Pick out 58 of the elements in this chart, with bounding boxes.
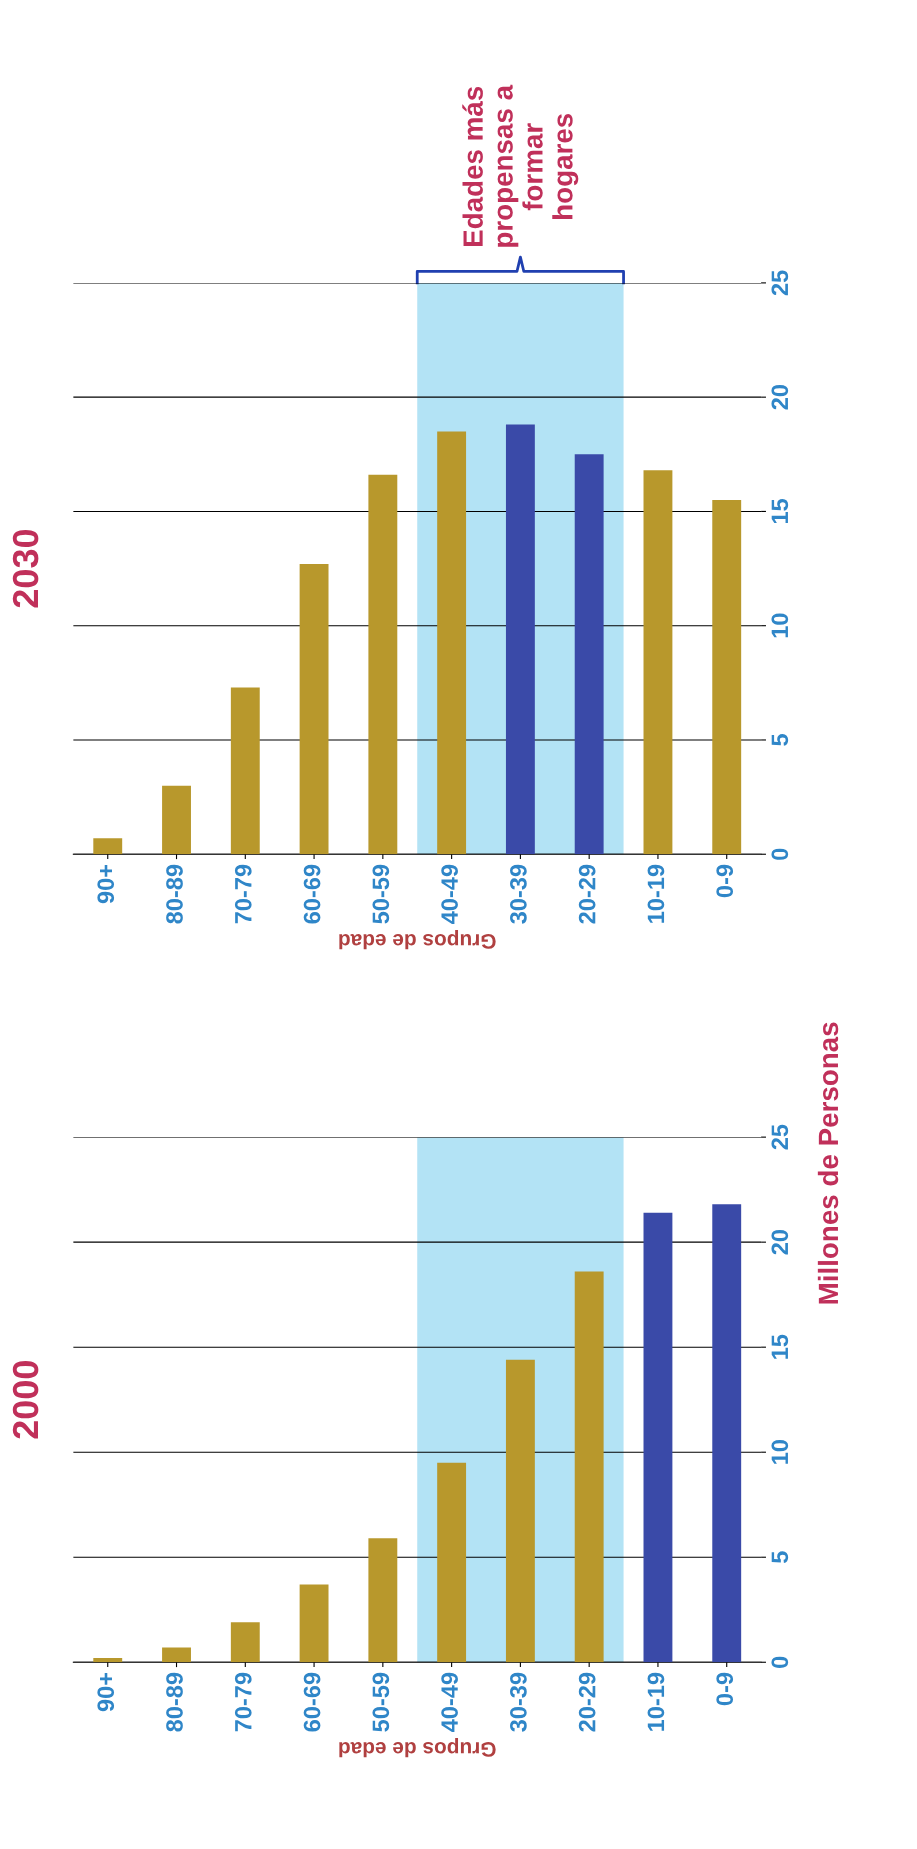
x-tick-label: 50-59 [372, 864, 390, 924]
y-tick-label: 0 [771, 848, 789, 860]
bar [574, 454, 604, 855]
y-axis-title: Millones de Personas [817, 1022, 839, 1304]
x-tick-label: 20-29 [578, 1672, 596, 1732]
x-tick-label: 90+ [97, 1672, 115, 1712]
bar [93, 838, 123, 855]
bar [712, 1204, 742, 1663]
bar [712, 500, 742, 855]
bar [437, 431, 467, 855]
y-tick-label: 5 [771, 734, 789, 746]
y-tick-label: 5 [771, 1551, 789, 1564]
x-tick-label: 70-79 [234, 1672, 252, 1732]
bar [368, 474, 398, 855]
x-tick-label: 20-29 [578, 864, 596, 924]
x-tick-label: 50-59 [372, 1672, 390, 1732]
x-tick-label: 60-69 [303, 864, 321, 924]
x-tick-label: 10-19 [647, 1672, 665, 1731]
x-tick-label: 70-79 [234, 864, 252, 924]
text: Edades más propensas a formar hogares [462, 84, 579, 247]
y-tick-label: 0 [771, 1656, 789, 1668]
x-tick-label: 0-9 [716, 864, 734, 898]
y-tick-label: 20 [771, 385, 789, 410]
x-tick-label: 80-89 [166, 864, 183, 924]
x-tick-label: 30-39 [510, 1672, 527, 1732]
text: 2000 [12, 1361, 39, 1439]
bar [299, 1584, 329, 1663]
y-tick-label: 25 [771, 270, 789, 296]
x-tick-label: 0-9 [716, 1672, 734, 1706]
bar [93, 1658, 123, 1663]
x-axis-title: Grupos de edad [339, 1737, 496, 1758]
bar [368, 1538, 398, 1663]
x-tick-label: 90+ [97, 864, 115, 904]
x-tick-label: 80-89 [166, 1672, 183, 1732]
bar [230, 1622, 260, 1663]
y-tick-label: 20 [771, 1229, 789, 1255]
x-tick-label: 40-49 [441, 1672, 458, 1732]
y-tick-label: 15 [771, 1334, 789, 1359]
bar [437, 1462, 467, 1663]
text: 2030 [12, 529, 39, 608]
x-tick-label: 60-69 [303, 1672, 321, 1732]
y-tick-label: 15 [771, 498, 789, 524]
bar [299, 564, 329, 855]
bar [505, 424, 535, 855]
y-tick-label: 10 [771, 1440, 789, 1464]
bar [505, 1359, 535, 1663]
bar [643, 470, 673, 855]
x-axis-title: Grupos de edad [339, 929, 496, 950]
y-tick-label: 25 [771, 1124, 789, 1150]
bar [230, 687, 260, 855]
bar [162, 785, 191, 855]
bar [643, 1212, 673, 1663]
bar [574, 1271, 604, 1663]
x-tick-label: 30-39 [510, 864, 527, 924]
x-tick-label: 10-19 [647, 864, 665, 923]
x-tick-label: 40-49 [441, 864, 458, 924]
bar [162, 1647, 191, 1663]
y-tick-label: 10 [771, 613, 789, 638]
